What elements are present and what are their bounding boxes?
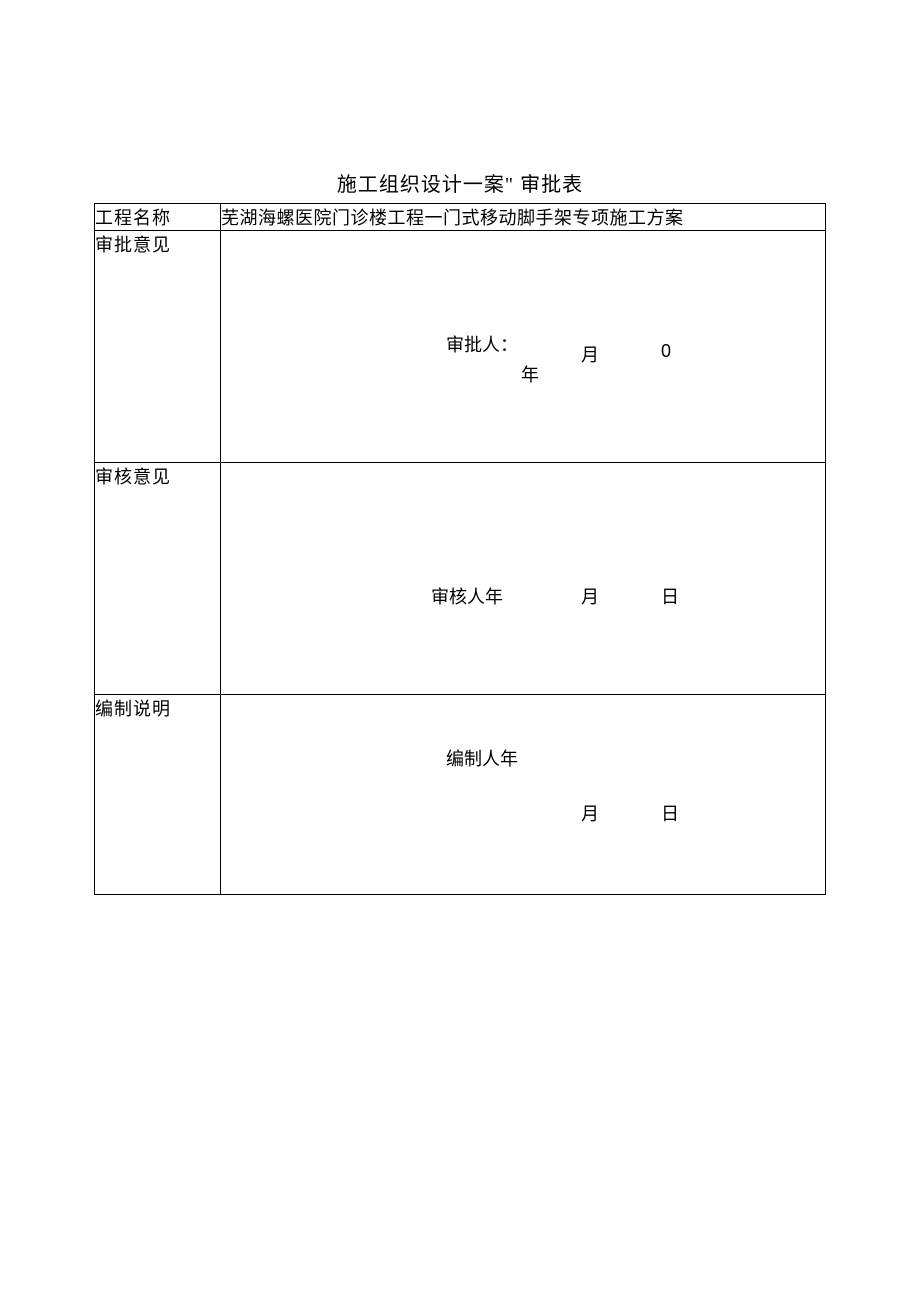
compiler-label: 编制人年 — [446, 745, 518, 771]
approval-opinion-cell: 审批人： 年 月 0 — [221, 231, 826, 463]
reviewer-label: 审核人年 — [431, 583, 503, 609]
compilation-notes-cell: 编制人年 月 日 — [221, 695, 826, 895]
compilation-notes-label: 编制说明 — [95, 695, 221, 895]
table-row: 审核意见 审核人年 月 日 — [95, 463, 826, 695]
table-row: 编制说明 编制人年 月 日 — [95, 695, 826, 895]
compiler-month-label: 月 — [581, 800, 599, 826]
approver-year-label: 年 — [521, 361, 539, 387]
approver-day-symbol: 0 — [661, 341, 671, 362]
approver-month-label: 月 — [581, 341, 599, 367]
project-name-value: 芜湖海螺医院门诊楼工程一门式移动脚手架专项施工方案 — [221, 204, 826, 231]
review-content: 审核人年 月 日 — [221, 463, 825, 694]
document-title: 施工组织设计一案" 审批表 — [94, 168, 826, 197]
reviewer-month-label: 月 — [581, 583, 599, 609]
review-opinion-label: 审核意见 — [95, 463, 221, 695]
review-opinion-cell: 审核人年 月 日 — [221, 463, 826, 695]
table-row: 工程名称 芜湖海螺医院门诊楼工程一门式移动脚手架专项施工方案 — [95, 204, 826, 231]
approval-form-table: 工程名称 芜湖海螺医院门诊楼工程一门式移动脚手架专项施工方案 审批意见 审批人：… — [94, 203, 826, 895]
compilation-content: 编制人年 月 日 — [221, 695, 825, 894]
approval-opinion-label: 审批意见 — [95, 231, 221, 463]
approval-content: 审批人： 年 月 0 — [221, 231, 825, 462]
reviewer-day-label: 日 — [661, 583, 679, 609]
page-container: 施工组织设计一案" 审批表 工程名称 芜湖海螺医院门诊楼工程一门式移动脚手架专项… — [0, 0, 920, 895]
approver-label: 审批人： — [446, 331, 518, 357]
compiler-day-label: 日 — [661, 800, 679, 826]
project-name-label: 工程名称 — [95, 204, 221, 231]
table-row: 审批意见 审批人： 年 月 0 — [95, 231, 826, 463]
